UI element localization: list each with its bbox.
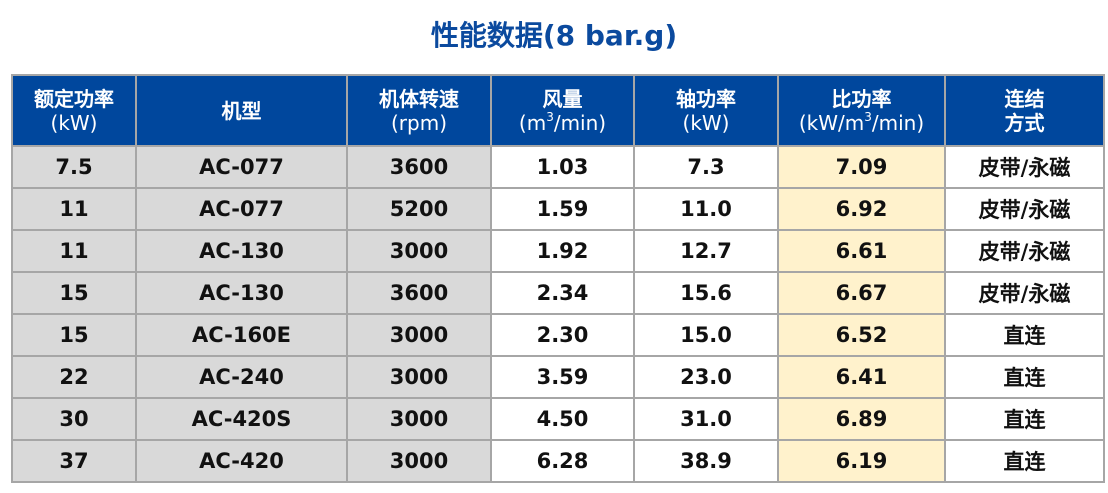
cell-airflow: 4.50 — [490, 397, 635, 441]
cell-specific-power: 6.41 — [777, 355, 946, 399]
cell-speed: 3000 — [346, 355, 492, 399]
cell-airflow: 1.03 — [490, 145, 635, 189]
cell-shaft-power: 15.0 — [633, 313, 779, 357]
cell-model: AC-160E — [135, 313, 348, 357]
cell-speed: 3000 — [346, 313, 492, 357]
performance-table: 额定功率 (kW) 机型 机体转速 (rpm) 风量 (m3/min) 轴功率 (kW)… — [11, 74, 1105, 483]
cell-connection: 直连 — [944, 313, 1105, 357]
cell-specific-power: 6.52 — [777, 313, 946, 357]
cell-shaft-power: 23.0 — [633, 355, 779, 399]
cell-speed: 3000 — [346, 397, 492, 441]
cell-specific-power: 6.19 — [777, 439, 946, 483]
cell-rated-power: 11 — [11, 229, 137, 273]
header-speed: 机体转速 (rpm) — [346, 74, 492, 147]
cell-specific-power: 6.89 — [777, 397, 946, 441]
cell-airflow: 3.59 — [490, 355, 635, 399]
header-connection: 连结 方式 — [944, 74, 1105, 147]
cell-connection: 直连 — [944, 397, 1105, 441]
cell-shaft-power: 31.0 — [633, 397, 779, 441]
header-specific-power: 比功率 (kW/m3/min) — [777, 74, 946, 147]
header-shaft-power: 轴功率 (kW) — [633, 74, 779, 147]
cell-shaft-power: 15.6 — [633, 271, 779, 315]
header-rated-power: 额定功率 (kW) — [11, 74, 137, 147]
cell-connection: 皮带/永磁 — [944, 229, 1105, 273]
cell-rated-power: 22 — [11, 355, 137, 399]
cell-speed: 3000 — [346, 439, 492, 483]
cell-rated-power: 15 — [11, 271, 137, 315]
cell-model: AC-240 — [135, 355, 348, 399]
header-model: 机型 — [135, 74, 348, 147]
cell-shaft-power: 11.0 — [633, 187, 779, 231]
cell-connection: 直连 — [944, 355, 1105, 399]
cell-model: AC-077 — [135, 145, 348, 189]
cell-airflow: 2.30 — [490, 313, 635, 357]
cell-speed: 3000 — [346, 229, 492, 273]
table-row: 37 AC-420 3000 6.28 38.9 6.19 直连 — [11, 439, 1105, 483]
cell-airflow: 1.59 — [490, 187, 635, 231]
cell-model: AC-077 — [135, 187, 348, 231]
cell-connection: 皮带/永磁 — [944, 271, 1105, 315]
cell-shaft-power: 12.7 — [633, 229, 779, 273]
table-row: 30 AC-420S 3000 4.50 31.0 6.89 直连 — [11, 397, 1105, 441]
cell-airflow: 1.92 — [490, 229, 635, 273]
table-row: 22 AC-240 3000 3.59 23.0 6.41 直连 — [11, 355, 1105, 399]
cell-speed: 3600 — [346, 145, 492, 189]
cell-rated-power: 15 — [11, 313, 137, 357]
cell-rated-power: 30 — [11, 397, 137, 441]
cell-specific-power: 7.09 — [777, 145, 946, 189]
cell-rated-power: 37 — [11, 439, 137, 483]
cell-rated-power: 11 — [11, 187, 137, 231]
cell-model: AC-130 — [135, 271, 348, 315]
table-row: 11 AC-077 5200 1.59 11.0 6.92 皮带/永磁 — [11, 187, 1105, 231]
cell-model: AC-130 — [135, 229, 348, 273]
page-title: 性能数据(8 bar.g) — [430, 19, 678, 52]
table-row: 15 AC-160E 3000 2.30 15.0 6.52 直连 — [11, 313, 1105, 357]
cell-shaft-power: 7.3 — [633, 145, 779, 189]
cell-speed: 3600 — [346, 271, 492, 315]
table-row: 7.5 AC-077 3600 1.03 7.3 7.09 皮带/永磁 — [11, 145, 1105, 189]
header-airflow: 风量 (m3/min) — [490, 74, 635, 147]
cell-speed: 5200 — [346, 187, 492, 231]
cell-specific-power: 6.92 — [777, 187, 946, 231]
header-row: 额定功率 (kW) 机型 机体转速 (rpm) 风量 (m3/min) 轴功率 (kW)… — [11, 74, 1105, 147]
table-row: 11 AC-130 3000 1.92 12.7 6.61 皮带/永磁 — [11, 229, 1105, 273]
cell-airflow: 6.28 — [490, 439, 635, 483]
cell-connection: 皮带/永磁 — [944, 145, 1105, 189]
cell-airflow: 2.34 — [490, 271, 635, 315]
cell-connection: 皮带/永磁 — [944, 187, 1105, 231]
cell-shaft-power: 38.9 — [633, 439, 779, 483]
cell-specific-power: 6.67 — [777, 271, 946, 315]
cell-model: AC-420S — [135, 397, 348, 441]
cell-rated-power: 7.5 — [11, 145, 137, 189]
table-row: 15 AC-130 3600 2.34 15.6 6.67 皮带/永磁 — [11, 271, 1105, 315]
cell-connection: 直连 — [944, 439, 1105, 483]
cell-specific-power: 6.61 — [777, 229, 946, 273]
cell-model: AC-420 — [135, 439, 348, 483]
